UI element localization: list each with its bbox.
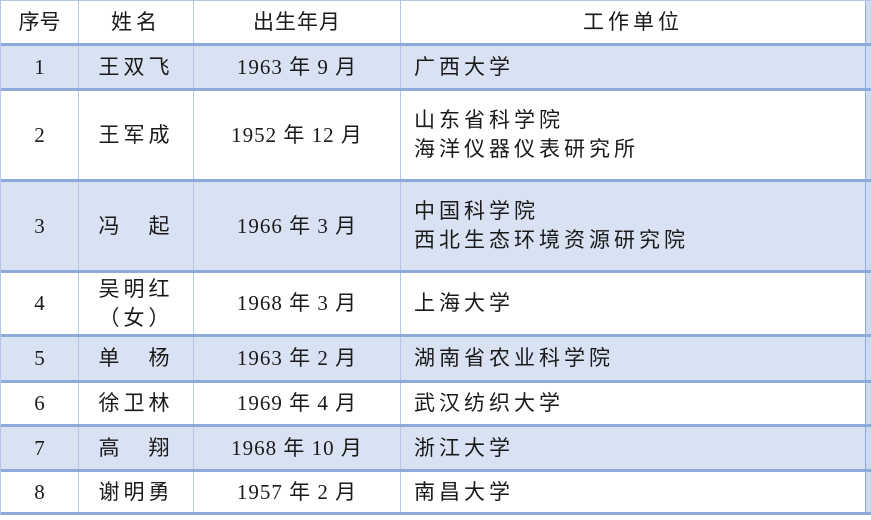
cell-text: 1957 年 2 月	[236, 479, 358, 504]
cell-text: （女）	[98, 305, 174, 330]
cell-name: 吴明红 （女）	[79, 273, 194, 334]
cell-seq: 3	[1, 182, 79, 270]
cell-text: 西北生态环境资源研究院	[414, 228, 689, 252]
header-cell-seq: 序号	[1, 1, 79, 43]
cell-text: 3	[34, 213, 45, 238]
cell-text: 浙江大学	[414, 435, 514, 460]
cell-birth: 1968 年 3 月	[194, 273, 401, 334]
cell-text: 徐卫林	[98, 391, 174, 415]
cell-birth: 1966 年 3 月	[194, 182, 401, 270]
cell-unit: 南昌大学	[401, 472, 866, 512]
table-row: 4 吴明红 （女） 1968 年 3 月 上海大学	[1, 273, 871, 337]
cell-text: 单 杨	[98, 346, 174, 370]
cell-unit: 广西大学	[401, 46, 866, 88]
cell-text: 湖南省农业科学院	[414, 346, 614, 370]
edge-strip	[866, 182, 871, 270]
header-cell-name: 姓名	[79, 1, 194, 43]
edge-strip	[866, 91, 871, 179]
cell-text: 1969 年 4 月	[236, 391, 358, 415]
cell-birth: 1969 年 4 月	[194, 383, 401, 424]
cell-text: 1	[34, 54, 45, 79]
cell-birth: 1963 年 9 月	[194, 46, 401, 88]
edge-strip	[866, 337, 871, 380]
edge-strip	[866, 46, 871, 88]
cell-seq: 8	[1, 472, 79, 512]
cell-text: 1966 年 3 月	[236, 213, 358, 238]
cell-text: 山东省科学院	[414, 108, 564, 132]
cell-unit: 浙江大学	[401, 427, 866, 469]
cell-text: 7	[34, 435, 45, 460]
cell-text: 王军成	[98, 122, 174, 147]
cell-name: 高 翔	[79, 427, 194, 469]
edge-strip	[866, 472, 871, 512]
cell-name: 冯 起	[79, 182, 194, 270]
table-row: 8 谢明勇 1957 年 2 月 南昌大学	[1, 472, 871, 515]
cell-unit: 山东省科学院海洋仪器仪表研究所	[401, 91, 866, 179]
cell-birth: 1952 年 12 月	[194, 91, 401, 179]
cell-text: 6	[34, 391, 45, 415]
cell-birth: 1968 年 10 月	[194, 427, 401, 469]
table-row: 6 徐卫林 1969 年 4 月 武汉纺织大学	[1, 383, 871, 427]
cell-text: 1952 年 12 月	[231, 122, 363, 147]
cell-seq: 7	[1, 427, 79, 469]
cell-text: 中国科学院	[414, 199, 539, 223]
cell-text: 南昌大学	[414, 479, 514, 504]
cell-name: 王军成	[79, 91, 194, 179]
cell-name: 谢明勇	[79, 472, 194, 512]
cell-text: 高 翔	[98, 435, 174, 460]
cell-seq: 2	[1, 91, 79, 179]
header-cell-unit: 工作单位	[401, 1, 866, 43]
header-label: 出生年月	[253, 9, 341, 34]
cell-text: 1968 年 3 月	[236, 291, 358, 315]
header-label: 序号	[18, 9, 61, 34]
cell-seq: 5	[1, 337, 79, 380]
header-label: 工作单位	[583, 9, 683, 34]
cell-birth: 1957 年 2 月	[194, 472, 401, 512]
cell-text: 武汉纺织大学	[414, 391, 564, 415]
cell-text: 吴明红	[98, 276, 174, 301]
header-label: 姓名	[111, 9, 161, 34]
edge-strip	[866, 273, 871, 334]
cell-unit: 湖南省农业科学院	[401, 337, 866, 380]
cell-name: 单 杨	[79, 337, 194, 380]
cell-birth: 1963 年 2 月	[194, 337, 401, 380]
table-row: 2 王军成 1952 年 12 月 山东省科学院海洋仪器仪表研究所	[1, 91, 871, 182]
cell-name: 王双飞	[79, 46, 194, 88]
cell-text: 王双飞	[98, 54, 174, 79]
table-row: 3 冯 起 1966 年 3 月 中国科学院西北生态环境资源研究院	[1, 182, 871, 273]
cell-text: 上海大学	[414, 291, 514, 315]
cell-text: 谢明勇	[98, 479, 174, 504]
cell-name: 徐卫林	[79, 383, 194, 424]
table-header-row: 序号 姓名 出生年月 工作单位	[1, 1, 871, 46]
cell-text: 冯 起	[98, 213, 174, 238]
edge-strip	[866, 383, 871, 424]
cell-text: 2	[34, 122, 45, 147]
table-row: 1 王双飞 1963 年 9 月 广西大学	[1, 46, 871, 91]
cell-text: 5	[34, 346, 45, 370]
header-cell-birth: 出生年月	[194, 1, 401, 43]
cell-seq: 1	[1, 46, 79, 88]
cell-text: 广西大学	[414, 54, 514, 79]
cell-text: 海洋仪器仪表研究所	[414, 137, 639, 161]
edge-strip	[866, 1, 871, 43]
cell-unit: 中国科学院西北生态环境资源研究院	[401, 182, 866, 270]
table-row: 7 高 翔 1968 年 10 月 浙江大学	[1, 427, 871, 472]
cell-unit: 上海大学	[401, 273, 866, 334]
table-row: 5 单 杨 1963 年 2 月 湖南省农业科学院	[1, 337, 871, 383]
cell-text: 4	[34, 291, 45, 315]
cell-unit: 武汉纺织大学	[401, 383, 866, 424]
cell-text: 1963 年 9 月	[236, 54, 358, 79]
cell-text: 8	[34, 479, 45, 504]
cell-seq: 4	[1, 273, 79, 334]
cell-seq: 6	[1, 383, 79, 424]
edge-strip	[866, 427, 871, 469]
cell-text: 1963 年 2 月	[236, 346, 358, 370]
table-body: 1 王双飞 1963 年 9 月 广西大学 2 王军成 1952 年 12 月 山东省科学院海…	[1, 46, 871, 515]
cell-text: 1968 年 10 月	[231, 435, 363, 460]
